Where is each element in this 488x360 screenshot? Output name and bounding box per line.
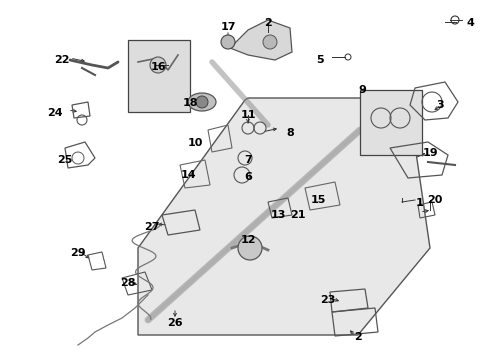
Bar [128,40,190,112]
Text: 24: 24 [47,108,62,118]
Text: 18: 18 [182,98,197,108]
Text: 2: 2 [353,332,361,342]
Text: 5: 5 [316,55,323,65]
Text: 17: 17 [220,22,235,32]
Text: 20: 20 [427,195,442,205]
Text: 19: 19 [421,148,437,158]
Text: 10: 10 [187,138,202,148]
Circle shape [263,35,276,49]
Text: 1: 1 [415,198,423,208]
Text: 15: 15 [310,195,325,205]
Polygon shape [229,20,291,60]
Circle shape [196,96,207,108]
Text: 27: 27 [144,222,160,232]
Text: 11: 11 [240,110,255,120]
Text: 29: 29 [70,248,85,258]
Circle shape [238,236,262,260]
Circle shape [221,35,235,49]
Text: 14: 14 [180,170,195,180]
Text: 6: 6 [244,172,251,182]
Text: 2: 2 [264,18,271,28]
Text: 9: 9 [357,85,365,95]
Text: 16: 16 [150,62,165,72]
Text: 8: 8 [285,128,293,138]
Text: 22: 22 [54,55,70,65]
Text: 12: 12 [240,235,255,245]
Circle shape [150,57,165,73]
Polygon shape [138,98,429,335]
Text: 13: 13 [270,210,285,220]
Text: 4: 4 [465,18,473,28]
Bar [359,90,421,155]
Text: 21: 21 [290,210,305,220]
Text: 26: 26 [167,318,183,328]
Text: 3: 3 [435,100,443,110]
Text: 7: 7 [244,155,251,165]
Text: 28: 28 [120,278,136,288]
Ellipse shape [187,93,216,111]
Text: 23: 23 [320,295,335,305]
Text: 25: 25 [57,155,73,165]
